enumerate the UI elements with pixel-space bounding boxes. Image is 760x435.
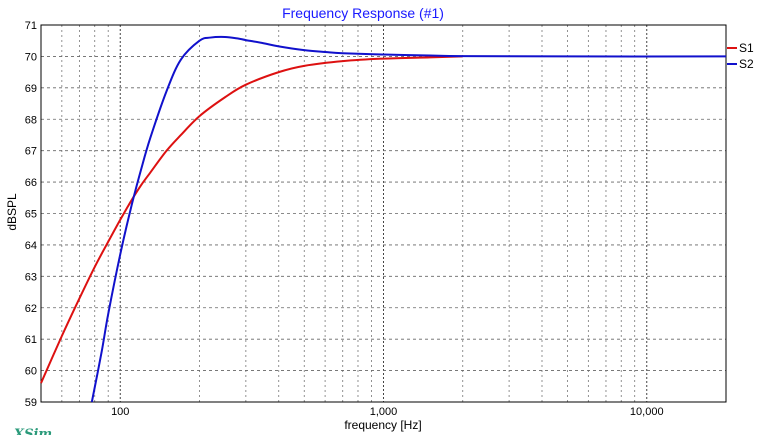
y-tick-label: 66 — [25, 177, 37, 189]
grid-layer — [41, 25, 726, 402]
series-line-s1 — [40, 55, 463, 384]
x-tick-label: 10,000 — [630, 406, 664, 418]
y-tick-label: 60 — [25, 366, 37, 378]
x-tick-label: 1,000 — [370, 406, 398, 418]
legend-label-s2: S2 — [739, 57, 754, 71]
y-axis-label: dBSPL — [5, 193, 19, 231]
y-tick-label: 63 — [25, 271, 37, 283]
y-tick-label: 64 — [25, 240, 37, 252]
tick-layer: 59 60 61 62 63 64 65 66 67 68 69 70 71 100 1,000 10,000 — [25, 20, 664, 418]
y-tick-label: 69 — [25, 83, 37, 95]
x-axis-label: frequency [Hz] — [344, 418, 421, 432]
y-tick-label: 65 — [25, 209, 37, 221]
y-tick-label: 70 — [25, 51, 37, 63]
y-tick-label: 68 — [25, 114, 37, 126]
y-tick-label: 62 — [25, 303, 37, 315]
y-tick-label: 61 — [25, 334, 37, 346]
y-tick-label: 67 — [25, 146, 37, 158]
y-tick-label: 71 — [25, 20, 37, 32]
x-tick-label: 100 — [111, 406, 129, 418]
plot-frame — [40, 24, 727, 403]
legend-label-s1: S1 — [739, 41, 754, 55]
chart-title: Frequency Response (#1) — [282, 5, 444, 21]
series-layer — [40, 35, 727, 403]
y-tick-label: 59 — [25, 397, 37, 409]
xsim-watermark: XSim — [13, 427, 52, 435]
series-line-s2 — [90, 35, 727, 403]
